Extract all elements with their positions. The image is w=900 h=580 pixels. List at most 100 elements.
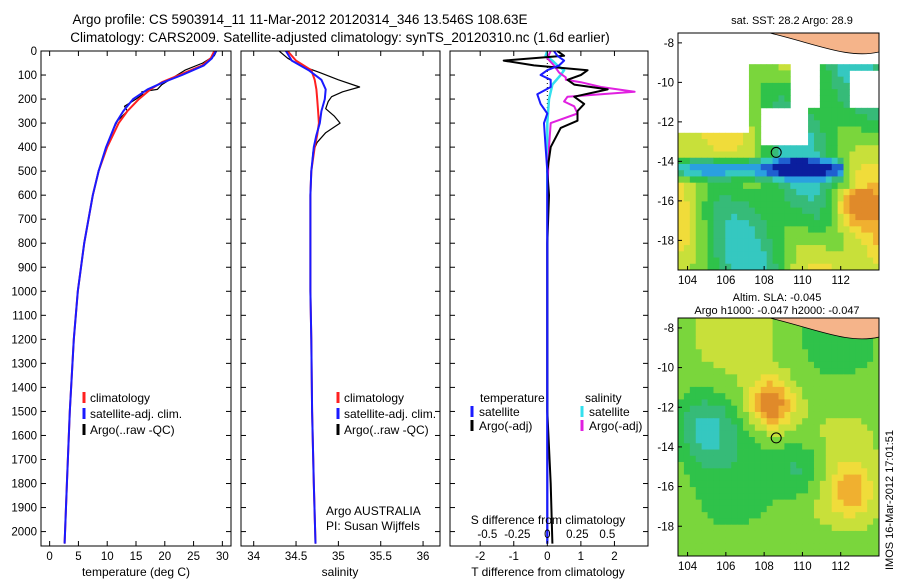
- map-cell: [808, 380, 815, 388]
- map-cell: [766, 405, 773, 413]
- map-cell: [849, 380, 856, 388]
- map-cell: [849, 462, 856, 469]
- map-cell: [731, 530, 738, 538]
- map-cell: [837, 505, 844, 513]
- map-cell: [760, 512, 768, 519]
- map-cell: [861, 443, 868, 450]
- x-tick-label: 20: [158, 551, 171, 563]
- map-cell: [825, 393, 833, 400]
- map-cell: [737, 232, 744, 240]
- map-cell: [873, 120, 879, 127]
- map-cell: [766, 201, 773, 209]
- map-cell: [808, 139, 815, 146]
- map-cell: [719, 232, 726, 240]
- map-cell: [837, 151, 844, 159]
- map-cell: [678, 512, 685, 519]
- map-cell: [731, 468, 738, 475]
- map-cell: [689, 411, 697, 419]
- map-cell: [843, 518, 850, 526]
- map-cell: [802, 163, 809, 171]
- map-cell: [784, 499, 791, 507]
- map-cell: [743, 386, 750, 394]
- map-cell: [743, 182, 750, 190]
- map-cell: [867, 462, 874, 469]
- map-cell: [760, 330, 768, 338]
- map-cell: [813, 393, 821, 400]
- map-cell: [796, 424, 803, 432]
- map-cell: [748, 430, 756, 438]
- map-cell: [855, 462, 862, 469]
- map-cell: [873, 170, 879, 177]
- map-cell: [695, 524, 703, 532]
- map-cell: [737, 139, 744, 146]
- map-cell: [707, 374, 714, 382]
- map-cell: [861, 430, 868, 438]
- map-cell: [808, 120, 815, 127]
- map-cell: [731, 430, 738, 438]
- map-cell: [772, 418, 779, 425]
- map-cell: [861, 418, 868, 425]
- map-cell: [784, 405, 791, 413]
- map-cell: [678, 380, 685, 388]
- map-cell: [867, 207, 874, 215]
- map-cell: [784, 207, 791, 215]
- legend-label: satellite: [589, 405, 630, 419]
- longitude-tick-label: 112: [832, 275, 850, 287]
- map-cell: [819, 468, 827, 475]
- map-cell: [790, 213, 797, 221]
- map-cell: [849, 251, 856, 258]
- map-cell: [725, 318, 732, 325]
- map-cell: [790, 336, 797, 344]
- map-cell: [790, 449, 797, 457]
- map-cell: [873, 145, 879, 152]
- map-cell: [837, 399, 844, 407]
- map-cell: [796, 213, 803, 221]
- map-cell: [707, 201, 714, 209]
- map-cell: [802, 493, 809, 501]
- map-cell: [731, 499, 738, 507]
- map-cell: [737, 318, 744, 325]
- map-cell: [689, 201, 697, 209]
- map-cell: [855, 524, 862, 532]
- map-cell: [873, 139, 879, 146]
- map-cell: [873, 257, 879, 265]
- map-cell: [855, 361, 862, 369]
- map-cell: [849, 188, 856, 196]
- map-cell: [855, 537, 862, 544]
- map-cell: [743, 163, 750, 171]
- map-cell: [849, 151, 856, 159]
- map-cell: [855, 443, 862, 450]
- map-cell: [790, 455, 797, 463]
- map-cell: [843, 549, 850, 556]
- map-cell: [743, 201, 750, 209]
- map-cell: [819, 411, 827, 419]
- map-cell: [695, 549, 703, 556]
- map-cell: [766, 537, 773, 544]
- map-cell: [737, 487, 744, 494]
- map-cell: [748, 176, 756, 184]
- map-cell: [707, 443, 714, 450]
- map-cell: [867, 176, 874, 184]
- map-cell: [731, 318, 738, 325]
- map-cell: [808, 449, 815, 457]
- map-cell: [695, 368, 703, 375]
- map-cell: [825, 157, 833, 165]
- map-cell: [790, 462, 797, 469]
- map-cell: [754, 151, 762, 159]
- s-diff-tick-label: -0.25: [504, 529, 530, 541]
- map-cell: [701, 512, 708, 519]
- map-cell: [784, 151, 791, 159]
- map-cell: [707, 324, 714, 331]
- map-cell: [731, 330, 738, 338]
- map-cell: [831, 468, 839, 475]
- map-cell: [808, 132, 815, 140]
- map-cell: [707, 462, 714, 469]
- map-cell: [754, 238, 762, 246]
- map-cell: [784, 95, 791, 103]
- map-cell: [719, 188, 726, 196]
- map-cell: [719, 512, 726, 519]
- map-cell: [802, 474, 809, 482]
- map-cell: [748, 82, 756, 90]
- map-cell: [819, 145, 827, 152]
- map-cell: [808, 512, 815, 519]
